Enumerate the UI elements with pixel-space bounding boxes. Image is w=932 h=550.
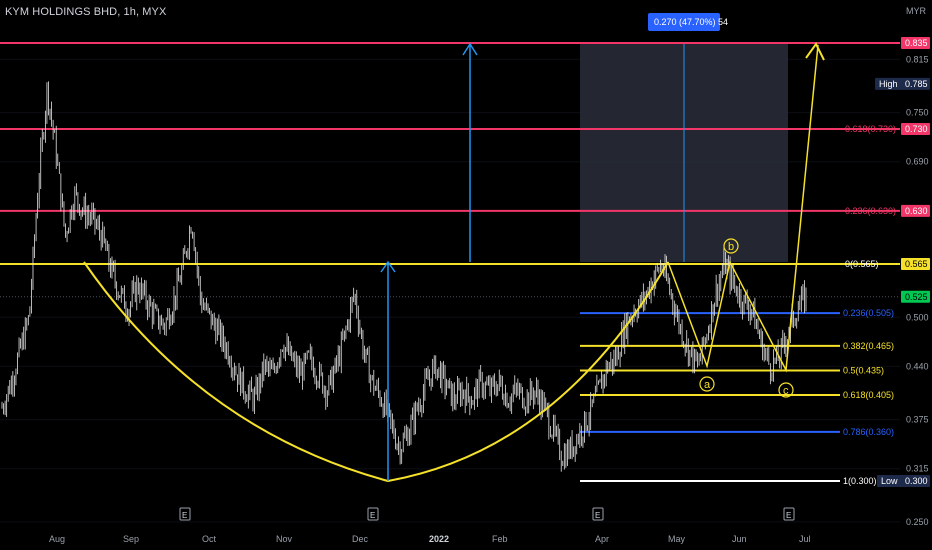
price-axis: 0.815 0.750 0.690 0.565 0.500 0.440 0.375 0.315…: [875, 37, 930, 527]
drawings: a b c 0.270 (47.70%) 54: [83, 13, 825, 483]
low-label: Low: [881, 476, 898, 486]
current-price-badge: [901, 290, 930, 303]
fib-label: 0.786(0.360): [843, 427, 894, 437]
earnings-marker: [179, 507, 191, 521]
measure-label: 0.270 (47.70%) 54: [654, 17, 728, 27]
level-badge-label: 0.630: [905, 206, 928, 216]
y-tick-label: 0.690: [906, 157, 929, 167]
earnings-marker: [367, 507, 379, 521]
x-tick-label: Aug: [49, 534, 65, 544]
wave-marker: [699, 376, 715, 392]
earnings-label: E: [182, 511, 187, 520]
y-tick-label: 0.500: [906, 312, 929, 322]
time-axis: Aug Sep Oct Nov Dec 2022 Feb Apr May Jun Jul E E E E: [49, 507, 811, 544]
fib-label: 1(0.300): [843, 476, 877, 486]
y-tick-label: 0.815: [906, 54, 929, 64]
wave-marker: [778, 382, 794, 398]
level-badge: [901, 204, 930, 217]
y-tick-label: 0.375: [906, 415, 929, 425]
level-badge-label: 0.730: [905, 124, 928, 134]
fib-levels: 0.618(0.730) 0.236(0.630) 0(0.565) 0.236(0.…: [580, 124, 896, 486]
level-badge: [901, 122, 930, 135]
wave-path: [667, 44, 819, 373]
fib-upper-label: 0(0.565): [845, 259, 879, 269]
x-tick-label: Nov: [276, 534, 293, 544]
level-badge: [901, 37, 930, 49]
arrow-up-icon: [380, 260, 396, 273]
y-tick-label: 0.440: [906, 361, 929, 371]
fib-label: 0.618(0.405): [843, 390, 894, 400]
y-tick-label: 0.315: [906, 464, 929, 474]
arrow-up-icon: [805, 42, 825, 61]
fib-label: 0.5(0.435): [843, 365, 884, 375]
horizontal-levels: [0, 42, 900, 298]
x-tick-label: Apr: [595, 534, 609, 544]
x-tick-label: Oct: [202, 534, 217, 544]
high-label: High: [879, 79, 898, 89]
earnings-label: E: [595, 511, 600, 520]
earnings-label: E: [370, 511, 375, 520]
earnings-marker: [783, 507, 795, 521]
current-price-label: 0.525: [905, 292, 928, 302]
arrow-up-icon: [462, 42, 478, 56]
wave-label: a: [704, 379, 711, 391]
fib-upper-label: 0.236(0.630): [845, 206, 896, 216]
x-tick-label: Feb: [492, 534, 508, 544]
x-tick-label: May: [668, 534, 686, 544]
low-value: 0.300: [905, 476, 928, 486]
wave-label: c: [783, 385, 789, 397]
currency-label: MYR: [906, 6, 926, 16]
earnings-label: E: [786, 511, 791, 520]
y-tick-label: 0.750: [906, 108, 929, 118]
high-badge: [875, 77, 930, 90]
x-tick-label: Sep: [123, 534, 139, 544]
low-badge: [877, 475, 930, 487]
earnings-marker: [592, 507, 604, 521]
fib-label: 0.382(0.465): [843, 341, 894, 351]
x-tick-label: 2022: [429, 534, 449, 544]
fib-upper-label: 0.618(0.730): [845, 124, 896, 134]
y-tick-label: 0.250: [906, 517, 929, 527]
wave-label: b: [728, 241, 734, 253]
x-tick-label: Jun: [732, 534, 747, 544]
high-value: 0.785: [905, 79, 928, 89]
measure-badge: [648, 13, 720, 31]
x-tick-label: Jul: [799, 534, 811, 544]
level-badge-label: 0.835: [905, 38, 928, 48]
level-badge-label: 0.565: [905, 259, 928, 269]
x-tick-label: Dec: [352, 534, 369, 544]
price-series: [1, 81, 807, 472]
chart-title: KYM HOLDINGS BHD, 1h, MYX: [5, 6, 167, 18]
level-badge: [901, 258, 930, 271]
wave-marker: [723, 238, 739, 254]
fib-label: 0.236(0.505): [843, 308, 894, 318]
